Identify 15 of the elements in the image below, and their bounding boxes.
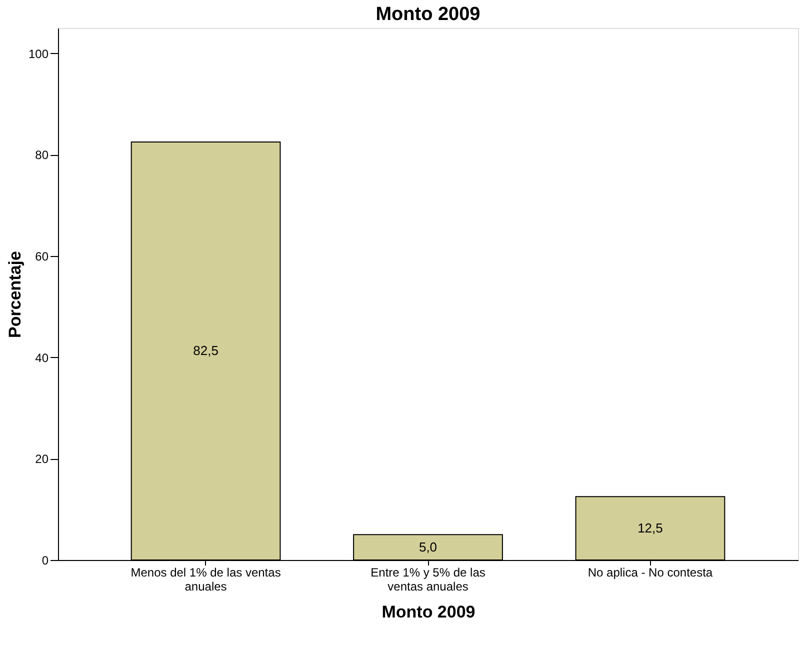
data-label: 12,5 (638, 520, 663, 536)
x-axis-title: Monto 2009 (382, 602, 476, 622)
y-tick-label: 20 (35, 452, 49, 466)
x-tick-label: No aplica - No contesta (588, 566, 713, 580)
x-tick-label: Entre 1% y 5% de las ventas anuales (370, 566, 486, 594)
y-tick-label: 80 (35, 148, 49, 162)
data-label: 5,0 (418, 539, 438, 554)
chart-title: Monto 2009 (376, 4, 480, 25)
y-tick-label: 60 (35, 250, 49, 264)
y-tick-label: 40 (35, 350, 49, 365)
x-tick-label: Menos del 1% de las ventas anuales (130, 566, 281, 594)
data-label: 82,5 (193, 343, 218, 358)
y-tick-label: 100 (28, 46, 49, 61)
y-tick-label: 0 (42, 554, 49, 568)
y-axis-title: Porcentaje (5, 251, 24, 338)
